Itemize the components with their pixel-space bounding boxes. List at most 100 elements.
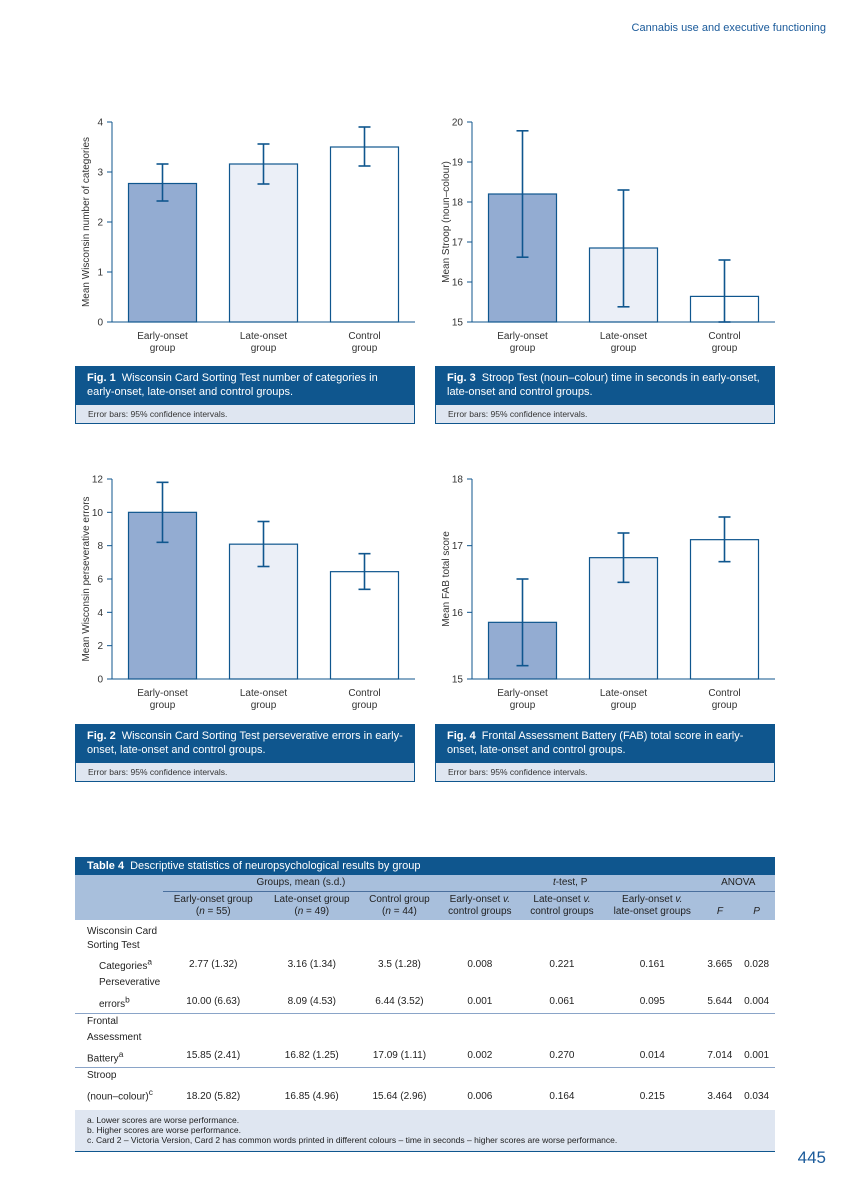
fig1-caption-label: Fig. 1 — [87, 372, 116, 384]
y-tick-label: 20 — [452, 118, 464, 129]
fig1-chart: 0 1 2 3 4 Mean Wisconsin number of categories… — [75, 110, 415, 360]
col-late-vs-control: Late-onset v. control groups — [530, 894, 594, 917]
x-tick-label: Late-onset — [600, 688, 647, 699]
x-tick-label: Control — [708, 331, 740, 342]
y-axis-label: Mean Stroop (noun–colour) — [441, 161, 452, 283]
bar — [228, 163, 299, 323]
x-tick-label: Early-onset — [497, 331, 548, 342]
y-tick-label: 17 — [452, 541, 464, 552]
x-tick-label: group — [352, 700, 378, 711]
y-tick-label: 8 — [97, 541, 103, 552]
x-tick-label: group — [510, 700, 536, 711]
wisconsin-label: Wisconsin Card Sorting Test — [87, 926, 158, 951]
x-tick-label: Control — [348, 331, 380, 342]
col-p: P — [753, 906, 760, 917]
y-tick-label: 17 — [452, 238, 464, 249]
table-row: Batterya 15.85 (2.41) 16.82 (1.25) 17.09… — [75, 1045, 775, 1068]
y-tick-label: 12 — [92, 475, 104, 486]
fig3-caption-label: Fig. 3 — [447, 372, 476, 384]
y-tick-label: 18 — [452, 198, 464, 209]
y-tick-label: 18 — [452, 475, 464, 486]
x-tick-label: group — [611, 343, 637, 354]
x-tick-label: Late-onset — [600, 331, 647, 342]
footnote-a: a. Lower scores are worse performance. — [87, 1115, 240, 1126]
fig1-caption-text: Wisconsin Card Sorting Test number of ca… — [87, 372, 378, 398]
fig2-caption-label: Fig. 2 — [87, 730, 116, 742]
groups-header: Groups, mean (s.d.) — [163, 875, 439, 892]
ttest-header: t-test, P — [438, 875, 702, 892]
y-tick-label: 15 — [452, 318, 464, 329]
x-tick-label: Late-onset — [240, 331, 287, 342]
col-control: Control group (n = 44) — [369, 894, 430, 917]
ttest-rest: -test, P — [555, 877, 588, 888]
footnote-c: c. Card 2 – Victoria Version, Card 2 has… — [87, 1135, 618, 1146]
running-head: Cannabis use and executive functioning — [631, 22, 826, 34]
table-row: (noun–colour)c 18.20 (5.82) 16.85 (4.96)… — [87, 1086, 770, 1103]
footnote-b: b. Higher scores are worse performance. — [87, 1125, 242, 1136]
x-tick-label: Control — [708, 688, 740, 699]
fig4-caption-text: Frontal Assessment Battery (FAB) total s… — [447, 730, 744, 756]
fig3-chart: 15 16 17 18 19 20 Mean Stroop (noun–colour) Ear… — [435, 110, 775, 360]
table-row: Wisconsin Card Sorting Test — [75, 920, 775, 954]
fig4-caption: Fig. 4 Frontal Assessment Battery (FAB) t… — [435, 724, 775, 782]
fig1-svg: 0 1 2 3 4 Mean Wisconsin number of categories… — [81, 118, 415, 354]
x-tick-label: group — [150, 700, 176, 711]
y-axis-label: Mean Wisconsin number of categories — [81, 137, 92, 307]
y-tick-label: 19 — [452, 158, 464, 169]
bar — [689, 539, 760, 680]
fig1-note: Error bars: 95% confidence intervals. — [75, 405, 415, 424]
y-tick-label: 2 — [97, 641, 103, 652]
x-tick-label: Early-onset — [137, 331, 188, 342]
fig3-caption-text: Stroop Test (noun–colour) time in second… — [447, 372, 760, 398]
table-row: Frontal — [87, 1015, 119, 1027]
fig3-caption: Fig. 3 Stroop Test (noun–colour) time in … — [435, 366, 775, 424]
y-tick-label: 0 — [97, 675, 103, 686]
y-tick-label: 2 — [97, 218, 103, 229]
x-tick-label: group — [611, 700, 637, 711]
y-axis-label: Mean Wisconsin perseverative errors — [81, 496, 92, 661]
page-number: 445 — [797, 1148, 826, 1167]
y-tick-label: 15 — [452, 675, 464, 686]
anova-header: ANOVA — [701, 875, 775, 892]
col-early-vs-control: Early-onset v. control groups — [448, 894, 512, 917]
fig4-caption-label: Fig. 4 — [447, 730, 476, 742]
fig2-note: Error bars: 95% confidence intervals. — [75, 763, 415, 782]
x-tick-label: group — [712, 700, 738, 711]
bar — [127, 182, 198, 323]
col-early-onset: Early-onset group (n = 55) — [173, 894, 253, 917]
table-row: Stroop — [87, 1069, 117, 1081]
y-tick-label: 4 — [97, 118, 103, 129]
y-tick-label: 10 — [92, 508, 104, 519]
fig2-caption: Fig. 2 Wisconsin Card Sorting Test persev… — [75, 724, 415, 782]
table-label: Table 4 — [87, 860, 125, 872]
col-late-onset: Late-onset group (n = 49) — [273, 894, 350, 917]
table-row: Perseverative — [99, 977, 161, 989]
x-tick-label: group — [510, 343, 536, 354]
x-tick-label: Late-onset — [240, 688, 287, 699]
fig4-chart: 15 16 17 18 Mean FAB total score Early-onset g… — [435, 467, 775, 717]
y-tick-label: 6 — [97, 575, 103, 586]
table-group-header-row: Groups, mean (s.d.) t-test, P ANOVA — [75, 875, 775, 892]
results-table: Groups, mean (s.d.) t-test, P ANOVA Earl… — [75, 875, 775, 1110]
table-title-text: Descriptive statistics of neuropsycholog… — [130, 860, 421, 872]
fig3-note: Error bars: 95% confidence intervals. — [435, 405, 775, 424]
fig2-caption-text: Wisconsin Card Sorting Test perseverativ… — [87, 730, 403, 756]
table-4: Table 4 Descriptive statistics of neurops… — [75, 857, 775, 1153]
x-tick-label: Control — [348, 688, 380, 699]
y-axis-label: Mean FAB total score — [441, 531, 452, 627]
col-early-vs-late: Early-onset v. late-onset groups — [613, 894, 691, 917]
x-tick-label: group — [251, 343, 277, 354]
x-tick-label: group — [150, 343, 176, 354]
table-row: Assessment — [87, 1031, 142, 1043]
x-tick-label: group — [712, 343, 738, 354]
fig2-chart: 0 2 4 6 8 10 12 Mean Wisconsin perseverative er… — [75, 467, 415, 717]
bar — [329, 146, 400, 323]
fig1-caption: Fig. 1 Wisconsin Card Sorting Test number… — [75, 366, 415, 424]
table-row: errorsb 10.00 (6.63) 8.09 (4.53) 6.44 (3… — [75, 991, 775, 1014]
ttest-t: t — [552, 877, 556, 888]
y-tick-label: 0 — [97, 318, 103, 329]
table-column-header-row: Early-onset group (n = 55) Late-onset gro… — [75, 891, 775, 920]
x-tick-label: group — [352, 343, 378, 354]
